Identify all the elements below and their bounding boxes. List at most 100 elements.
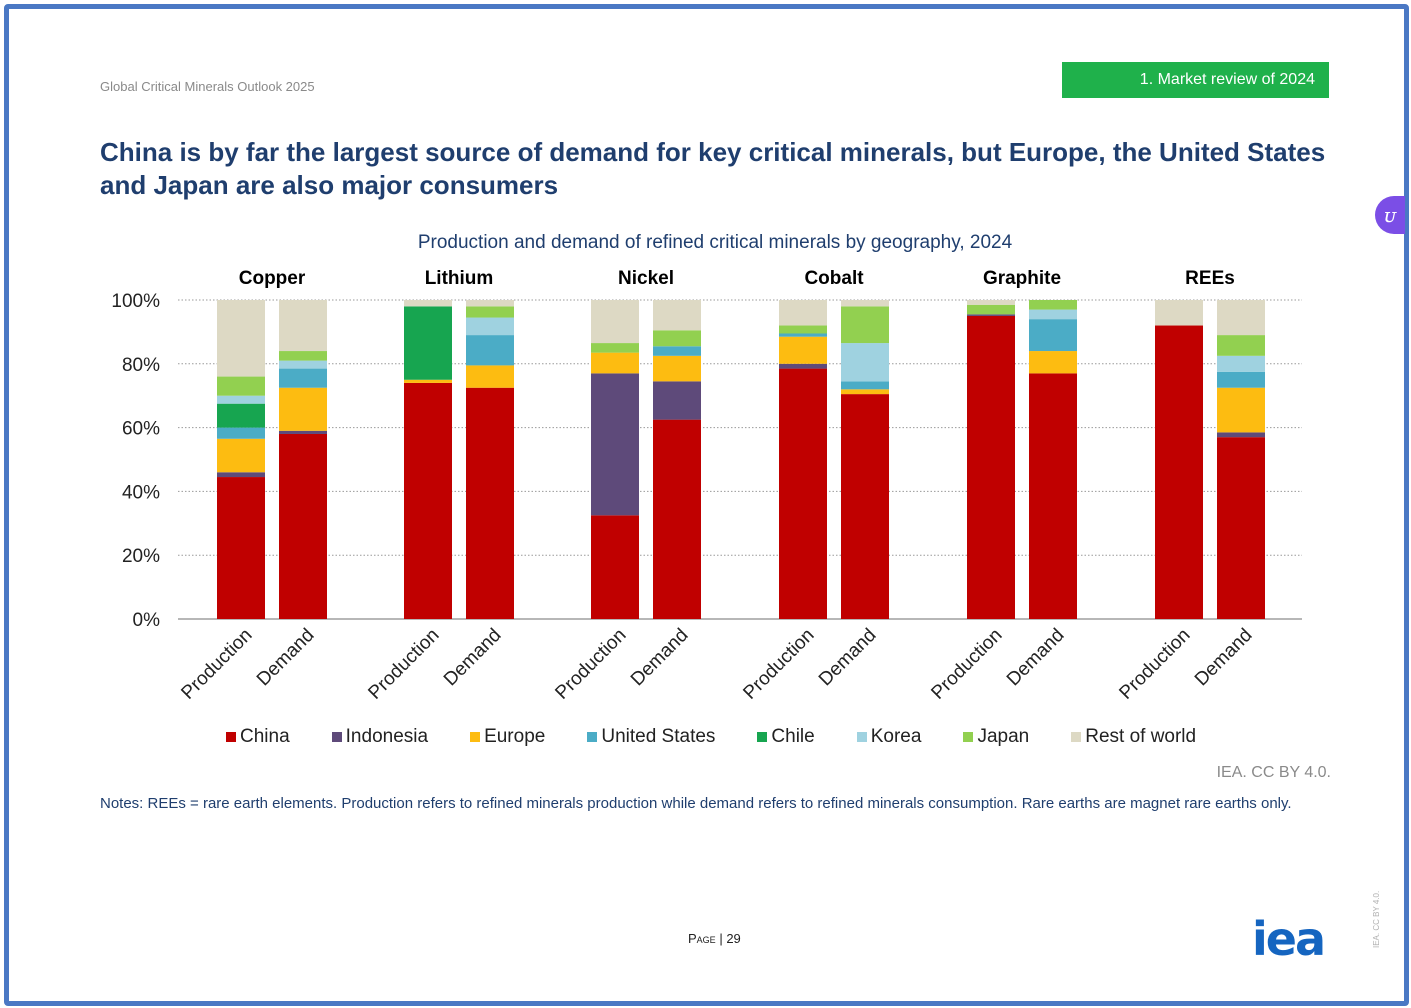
bar-segment [466,387,514,619]
bar-segment [466,300,514,307]
bar-segment [1217,432,1265,438]
bar-segment [404,300,452,307]
bar-segment [591,343,639,353]
bar-segment [1155,325,1203,619]
group-label: Graphite [983,268,1061,289]
bar-segment [779,368,827,619]
legend-label: Japan [977,726,1030,747]
credit-text: IEA. CC BY 4.0. [1216,764,1331,781]
x-tick-label: Production [927,625,1006,704]
iea-logo: iea [1252,912,1326,966]
y-tick-label: 40% [122,482,160,503]
bar-segment [1217,355,1265,372]
bar-segment [653,419,701,619]
legend-item: Europe [470,726,545,748]
bar-segment [1217,335,1265,356]
legend-label: Europe [484,726,546,747]
legend-label: China [240,726,290,747]
legend-item: Indonesia [331,726,429,748]
chart-notes: Notes: REEs = rare earth elements. Produ… [100,795,1292,812]
legend-label: Rest of world [1085,726,1197,747]
x-tick-label: Production [551,625,630,704]
bar-segment [779,300,827,326]
bar-segment [279,300,327,352]
bar-segment [967,315,1015,619]
bar-segment [217,438,265,473]
y-tick-label: 60% [122,419,160,440]
y-tick-label: 0% [133,610,161,631]
bar-segment [591,515,639,619]
bar-segment [279,351,327,361]
group-label: Copper [239,268,306,289]
legend-item: United States [587,726,715,748]
page-title: China is by far the largest source of de… [100,137,1326,200]
y-tick-label: 20% [122,546,160,567]
bar-segment [653,346,701,356]
legend-swatch [226,732,236,742]
bar-segment [1029,300,1077,310]
legend-item: Chile [757,726,815,748]
x-tick-label: Demand [1003,625,1069,691]
x-tick-label: Production [177,625,256,704]
bar-segment [841,389,889,395]
bar-segment [779,333,827,337]
bar-segment [279,430,327,434]
page-separator: | [719,931,727,946]
bar-segment [404,306,452,380]
page-number: Page | 29 [688,931,741,946]
bar-segment [591,373,639,516]
legend-swatch [587,732,598,742]
legend-label: Chile [771,726,815,747]
bar-segment [466,317,514,336]
bar-segment [841,381,889,390]
bar-segment [967,314,1015,316]
legend-item: Korea [856,726,922,748]
bar-segment [1217,387,1265,433]
legend-item: Japan [963,726,1029,748]
bar-segment [1029,373,1077,619]
page-number-value: 29 [726,931,741,946]
bar-segment [653,381,701,420]
page-label: Page [688,931,716,946]
stacked-bar-chart: 0%20%40%60%80%100%CopperProductionDemand… [111,268,1302,704]
bar-segment [279,433,327,619]
group-label: Nickel [618,268,674,289]
bar-segment [217,395,265,404]
y-tick-label: 80% [122,355,160,376]
x-tick-label: Demand [627,625,693,691]
bar-segment [404,379,452,383]
legend-label: United States [601,726,716,747]
section-badge[interactable]: 1. Market review of 2024 [1062,62,1329,98]
bar-segment [279,360,327,369]
bar-segment [217,477,265,619]
legend-label: Indonesia [345,726,429,747]
x-tick-label: Production [364,625,443,704]
group-label: Lithium [425,268,494,289]
bar-segment [1217,437,1265,619]
x-tick-label: Demand [253,625,319,691]
bar-segment [279,387,327,431]
x-tick-label: Production [739,625,818,704]
assistant-icon[interactable]: ᴜ [1375,196,1405,234]
bar-segment [653,355,701,382]
x-tick-label: Demand [1191,625,1257,691]
bar-segment [1029,319,1077,352]
bar-segment [841,394,889,619]
bar-segment [779,325,827,334]
bar-segment [1217,371,1265,388]
legend-swatch [856,732,867,742]
bar-segment [591,352,639,374]
bar-segment [217,472,265,478]
bar-segment [967,300,1015,305]
bar-segment [841,306,889,344]
bar-segment [967,304,1015,315]
group-label: REEs [1185,268,1235,289]
bar-segment [466,335,514,366]
legend-label: Korea [870,726,922,747]
legend-item: China [226,726,290,748]
legend-item: Rest of world [1071,726,1196,748]
y-tick-label: 100% [111,291,160,312]
chart-title: Production and demand of refined critica… [417,232,1013,253]
bar-segment [217,403,265,428]
x-tick-label: Demand [440,625,506,691]
